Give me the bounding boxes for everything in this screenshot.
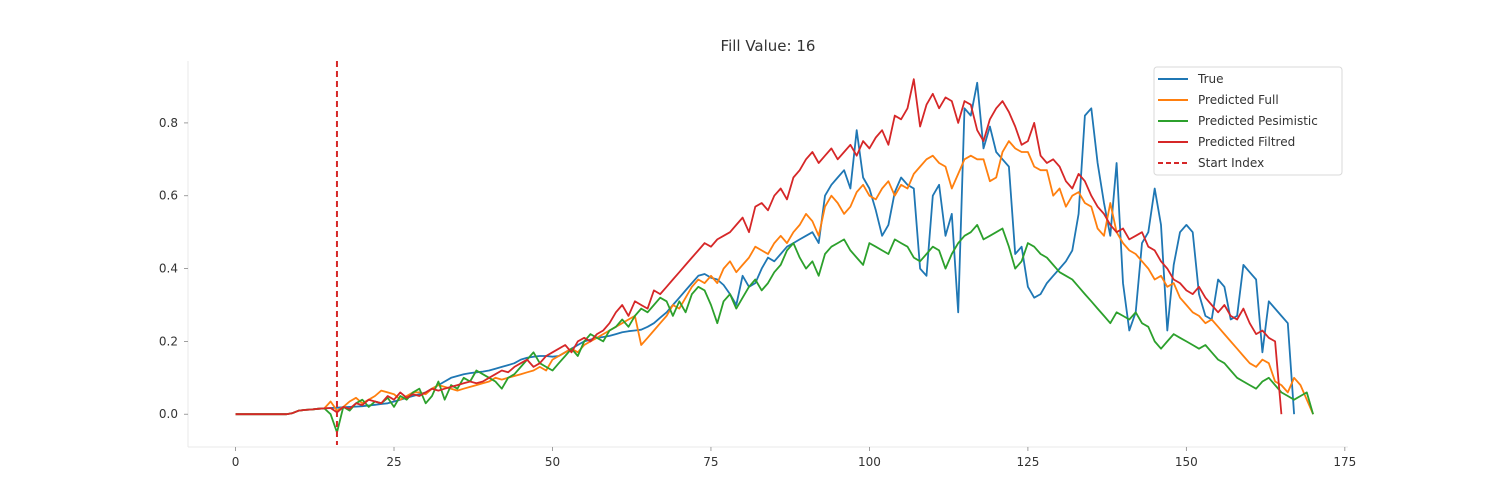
x-axis: 0 25 50 75 100 125 150 175: [232, 447, 1356, 469]
x-tick-label: 125: [1016, 455, 1039, 469]
y-tick-label: 0.2: [159, 334, 178, 348]
legend-label: Predicted Pesimistic: [1198, 114, 1318, 128]
legend: True Predicted Full Predicted Pesimistic Pr…: [1153, 66, 1343, 176]
series-lines: [235, 78, 1314, 434]
chart-title: Fill Value: 16: [721, 37, 816, 55]
series-line-predicted-filtred: [235, 78, 1283, 416]
legend-box: [1153, 66, 1343, 176]
x-tick-label: 175: [1333, 455, 1356, 469]
x-tick-label: 100: [858, 455, 881, 469]
legend-label: Start Index: [1198, 156, 1264, 170]
x-tick-label: 75: [703, 455, 718, 469]
y-tick-label: 0.6: [159, 189, 178, 203]
y-tick-label: 0.8: [159, 116, 178, 130]
x-tick-label: 150: [1175, 455, 1198, 469]
x-tick-label: 25: [386, 455, 401, 469]
legend-label: Predicted Filtred: [1198, 135, 1295, 149]
y-tick-label: 0.0: [159, 407, 178, 421]
legend-label: True: [1197, 72, 1224, 86]
series-line-predicted-pesimistic: [235, 223, 1314, 434]
x-tick-label: 50: [545, 455, 560, 469]
y-tick-label: 0.4: [159, 262, 178, 276]
x-tick-label: 0: [232, 455, 240, 469]
series-line-predicted-full: [235, 140, 1314, 416]
legend-label: Predicted Full: [1198, 93, 1279, 107]
y-axis: 0.0 0.2 0.4 0.6 0.8: [159, 116, 188, 421]
series-line-true: [235, 81, 1295, 416]
